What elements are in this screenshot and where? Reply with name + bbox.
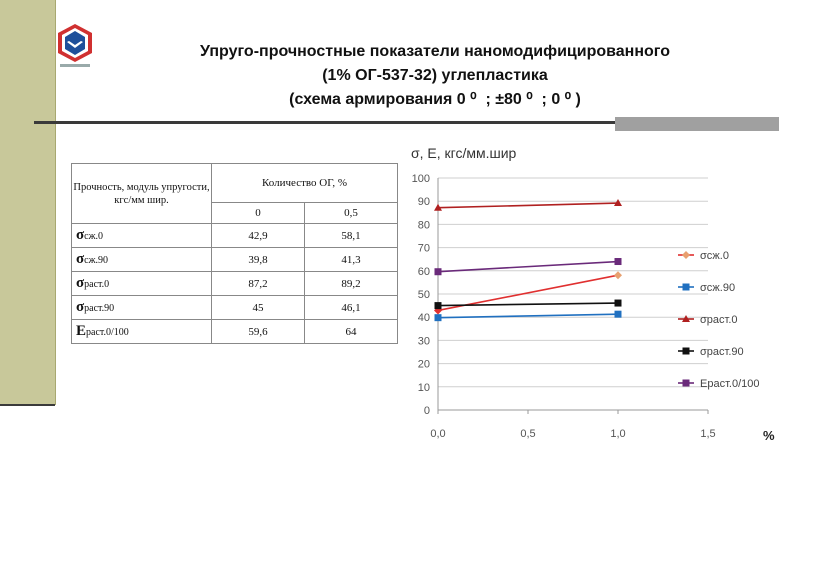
line-chart: σ, E, кгс/мм.шир 0 10 20 30 40 50 60 70 80 90 100 0,… [411,145,775,443]
y-tick-label: 100 [412,173,430,185]
table-row: σсж.0 42,9 58,1 [71,223,398,248]
data-point-2 [434,203,442,211]
table-row: σсж.90 39,8 41,3 [71,247,398,272]
table-cell: 59,6 [211,319,305,344]
logo [54,22,96,70]
data-point-3 [434,302,442,310]
table-cell: 42,9 [211,223,305,248]
table-row: σраст.90 45 46,1 [71,295,398,320]
table-row: Eраст.0/100 59,6 64 [71,319,398,344]
legend-marker-3 [682,347,690,355]
y-tick-label: 20 [418,359,430,371]
header-rule [34,121,779,124]
y-tick-label: 90 [418,196,430,208]
legend-label: σсж.90 [700,282,735,294]
table-cell: 46,1 [304,295,398,320]
table-cell: 58,1 [304,223,398,248]
data-point-1 [614,310,622,318]
y-tick-label: 70 [418,243,430,255]
x-tick-label: 1,5 [700,428,715,440]
table-subheader: 0,5 [304,202,398,224]
y-tick-label: 80 [418,219,430,231]
row-label: σраст.90 [71,295,212,320]
y-tick-label: 40 [418,312,430,324]
data-point-0 [614,271,622,280]
table-cell: 89,2 [304,271,398,296]
data-table: Прочность, модуль упругости, кгс/мм шир.… [71,163,398,344]
data-point-3 [614,299,622,307]
table-row: σраст.0 87,2 89,2 [71,271,398,296]
y-tick-label: 30 [418,335,430,347]
row-label: σсж.90 [71,247,212,272]
table-corner-label: Прочность, модуль упругости, кгс/мм шир. [71,163,212,224]
slide-title: Упруго-прочностные показатели наномодифи… [130,40,740,112]
x-tick-label: 0,5 [520,428,535,440]
legend-marker-2 [682,315,690,322]
legend-marker-4 [682,379,690,387]
table-subheader: 0 [211,202,305,224]
legend-label: σраст.0 [700,314,738,326]
y-tick-label: 0 [424,405,430,417]
table-cell: 64 [304,319,398,344]
table-cell: 39,8 [211,247,305,272]
legend-label: σраст.90 [700,346,744,358]
side-band-rule [0,404,55,406]
row-label: σраст.0 [71,271,212,296]
y-axis-label: σ, E, кгс/мм.шир [411,145,517,161]
legend-marker-0 [682,251,690,259]
series-line-4 [437,260,619,273]
table-group-header: Количество ОГ, % [211,163,398,203]
title-line-2: (1% ОГ-537-32) углепластика [322,67,548,84]
legend-marker-1 [682,283,690,291]
x-axis-label: % [763,428,775,443]
data-point-1 [434,314,442,322]
logo-hexagon-icon [58,24,92,67]
legend-label: Ераст.0/100 [700,378,759,390]
row-label: Eраст.0/100 [71,319,212,344]
table-cell: 45 [211,295,305,320]
series-line-2 [437,202,619,209]
table-cell: 87,2 [211,271,305,296]
series-line-1 [437,313,619,319]
y-tick-label: 50 [418,289,430,301]
data-point-4 [434,268,442,276]
table-cell: 41,3 [304,247,398,272]
data-point-2 [614,199,622,207]
x-tick-label: 1,0 [610,428,625,440]
data-point-0 [434,306,442,315]
data-point-4 [614,258,622,266]
series-line-3 [437,302,619,307]
y-tick-label: 10 [418,382,430,394]
y-tick-label: 60 [418,266,430,278]
legend-label: σсж.0 [700,250,729,262]
side-band [0,0,56,405]
row-label: σсж.0 [71,223,212,248]
accent-box [615,117,779,131]
title-line-1: Упруго-прочностные показатели наномодифи… [200,43,670,60]
x-tick-label: 0,0 [430,428,445,440]
title-line-3: (схема армирования 0 ⁰ ; ±80 ⁰ ; 0 ⁰ ) [289,91,581,108]
